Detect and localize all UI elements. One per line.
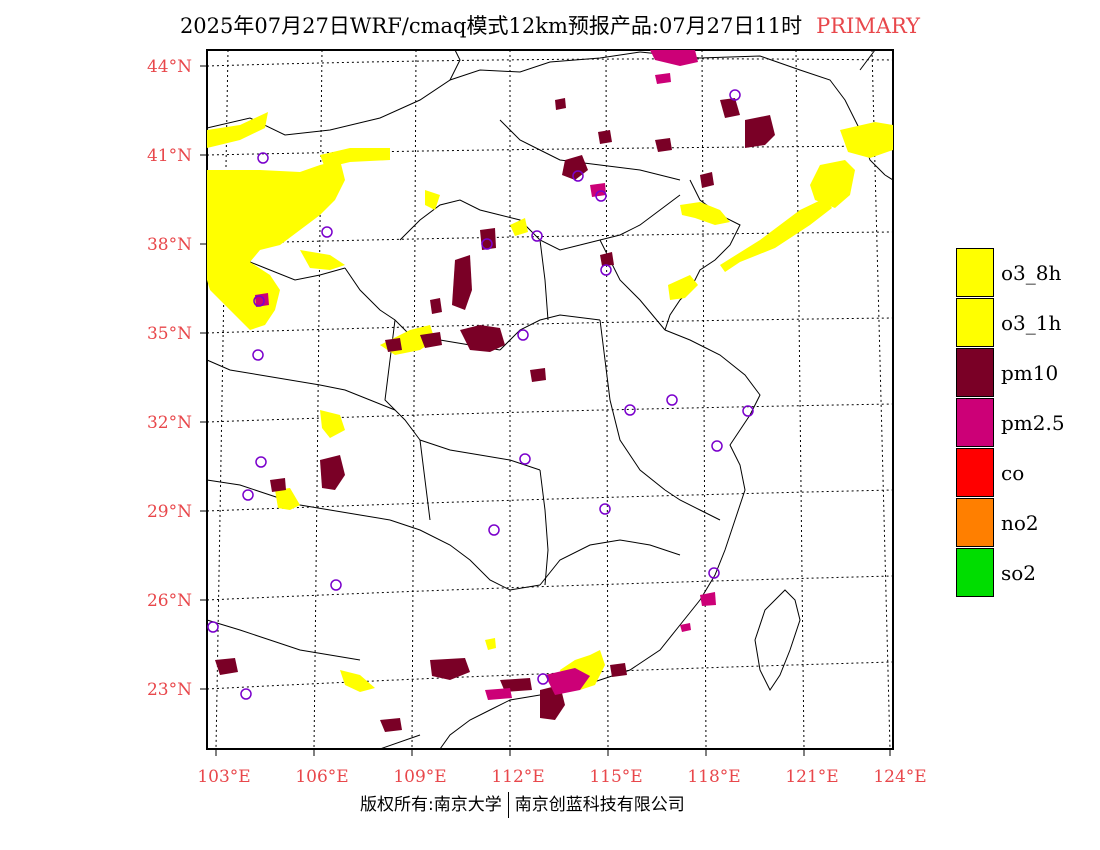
station-markers	[207, 89, 754, 700]
title-tag: PRIMARY	[816, 14, 921, 38]
lon-label-103: 103°E	[197, 767, 250, 787]
pm10-areas	[215, 98, 775, 732]
legend-swatch	[956, 348, 994, 397]
lon-label-109: 109°E	[393, 767, 446, 787]
legend-swatch	[956, 298, 994, 347]
legend-swatch	[956, 398, 994, 447]
lat-label-35: 35°N	[147, 324, 192, 344]
lat-ticks	[200, 65, 207, 690]
legend-swatch	[956, 448, 994, 497]
legend-label: co	[1001, 461, 1025, 485]
legend-item-so2: so2	[956, 548, 1096, 598]
o3-areas	[207, 112, 893, 692]
lat-label-26: 26°N	[147, 591, 192, 611]
legend-swatch	[956, 498, 994, 547]
legend-label: so2	[1001, 561, 1037, 585]
lon-label-115: 115°E	[589, 767, 642, 787]
legend: o3_8h o3_1h pm10 pm2.5 co no2 so2	[956, 248, 1096, 598]
lon-ticks	[215, 749, 891, 756]
lon-label-112: 112°E	[491, 767, 544, 787]
lon-label-121: 121°E	[785, 767, 838, 787]
legend-item-o3-8h: o3_8h	[956, 248, 1096, 298]
footer-left: 版权所有:南京大学	[360, 795, 502, 815]
lon-label-118: 118°E	[687, 767, 740, 787]
footer-separator	[507, 792, 509, 818]
copyright-footer: 版权所有:南京大学 南京创蓝科技有限公司	[360, 790, 685, 818]
coastlines-borders	[206, 49, 894, 750]
title-main: 2025年07月27日WRF/cmaq模式12km预报产品:07月27日11时	[179, 14, 803, 38]
legend-label: no2	[1001, 511, 1039, 535]
legend-item-no2: no2	[956, 498, 1096, 548]
map-title: 2025年07月27日WRF/cmaq模式12km预报产品:07月27日11时 P…	[0, 10, 1100, 40]
legend-item-co: co	[956, 448, 1096, 498]
lat-labels: 44°N 41°N 38°N 35°N 32°N 29°N 26°N 23°N	[147, 57, 192, 700]
legend-label: pm10	[1001, 361, 1059, 385]
footer-right: 南京创蓝科技有限公司	[514, 795, 685, 815]
lat-label-38: 38°N	[147, 235, 192, 255]
legend-swatch	[956, 248, 994, 297]
legend-swatch	[956, 548, 994, 597]
legend-item-pm25: pm2.5	[956, 398, 1096, 448]
lon-label-106: 106°E	[295, 767, 348, 787]
legend-item-pm10: pm10	[956, 348, 1096, 398]
lon-label-124: 124°E	[873, 767, 926, 787]
legend-label: o3_1h	[1001, 311, 1062, 335]
graticule-latitudes	[206, 58, 894, 690]
pm25-areas	[255, 50, 716, 700]
lat-label-23: 23°N	[147, 680, 192, 700]
legend-label: o3_8h	[1001, 261, 1062, 285]
lat-label-44: 44°N	[147, 57, 192, 77]
legend-label: pm2.5	[1001, 411, 1065, 435]
legend-item-o3-1h: o3_1h	[956, 298, 1096, 348]
lat-label-41: 41°N	[147, 146, 192, 166]
lat-label-32: 32°N	[147, 413, 192, 433]
lat-label-29: 29°N	[147, 502, 192, 522]
lon-labels: 103°E 106°E 109°E 112°E 115°E 118°E 121°…	[197, 767, 926, 787]
